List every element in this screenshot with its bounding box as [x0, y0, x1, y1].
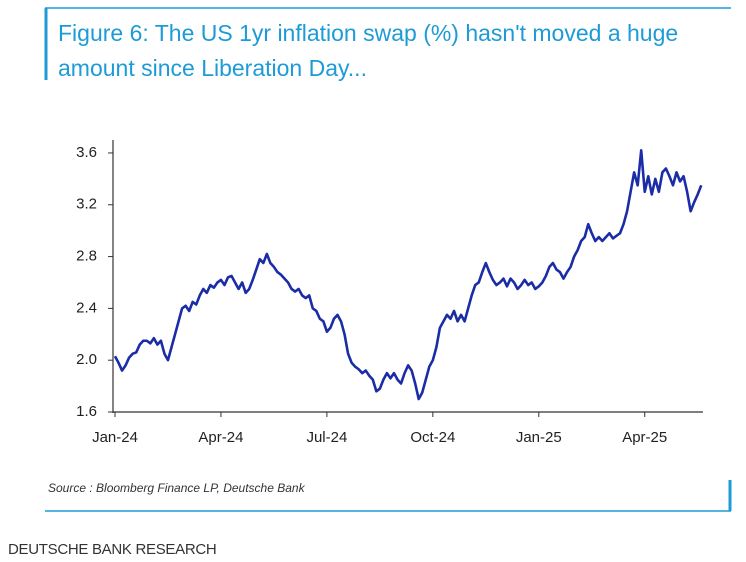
chart-title: Figure 6: The US 1yr inflation swap (%) … [58, 20, 679, 81]
source-note: Source : Bloomberg Finance LP, Deutsche … [48, 481, 305, 495]
x-tick-label: Jan-25 [516, 429, 562, 446]
y-tick-label: 2.4 [76, 299, 97, 316]
footer: DEUTSCHE BANK RESEARCH [8, 541, 217, 558]
x-tick-label: Oct-24 [410, 429, 455, 446]
x-tick-label: Apr-24 [198, 429, 243, 446]
x-tick-label: Jul-24 [306, 429, 347, 446]
y-tick-label: 2.0 [76, 351, 97, 368]
y-tick-label: 3.2 [76, 196, 97, 213]
x-tick-label: Apr-25 [622, 429, 667, 446]
series-line [113, 149, 703, 401]
x-tick-label: Jan-24 [92, 429, 138, 446]
y-tick-label: 3.6 [76, 144, 97, 161]
y-tick-label: 1.6 [76, 403, 97, 420]
y-tick-label: 2.8 [76, 248, 97, 265]
